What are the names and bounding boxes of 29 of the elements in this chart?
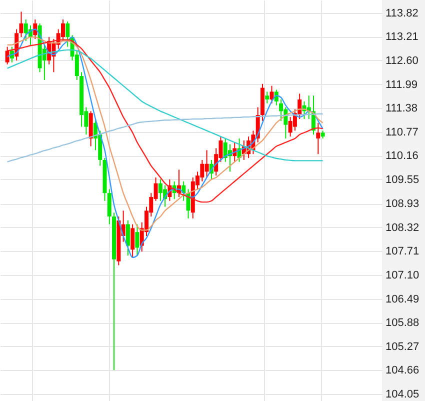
y-tick-label: 105.88: [386, 317, 420, 330]
y-tick-label: 107.71: [386, 246, 420, 258]
y-tick-label: 104.66: [386, 364, 420, 377]
y-tick-label: 110.77: [386, 126, 418, 138]
y-tick-label: 112.60: [386, 54, 418, 67]
candlestick: [60, 19, 65, 42]
y-tick-label: 106.49: [386, 293, 420, 306]
y-tick-label: 108.32: [386, 222, 420, 234]
y-tick-label: 110.16: [386, 150, 418, 162]
candlestick: [66, 20, 70, 48]
y-tick-label: 111.38: [386, 102, 418, 115]
candlestick: [130, 224, 135, 258]
candlestick: [107, 188, 112, 225]
y-tick-label: 109.55: [386, 174, 420, 186]
y-tick-label: 105.27: [386, 340, 420, 353]
candlestick: [126, 220, 130, 256]
candlestick: [5, 46, 10, 65]
y-tick-label: 107.10: [386, 270, 420, 282]
candlestick: [270, 85, 274, 104]
candlestick: [265, 91, 270, 104]
candlestick: [135, 224, 140, 256]
y-tick-label: 108.93: [386, 198, 420, 210]
y-tick-label: 113.21: [386, 31, 418, 44]
y-tick-label: 113.82: [386, 7, 418, 20]
y-tick-label: 111.99: [386, 78, 418, 91]
candlestick: [19, 11, 24, 38]
candlestick: [316, 122, 320, 155]
y-tick-label: 104.05: [386, 388, 420, 400]
candlestick: [279, 98, 284, 122]
